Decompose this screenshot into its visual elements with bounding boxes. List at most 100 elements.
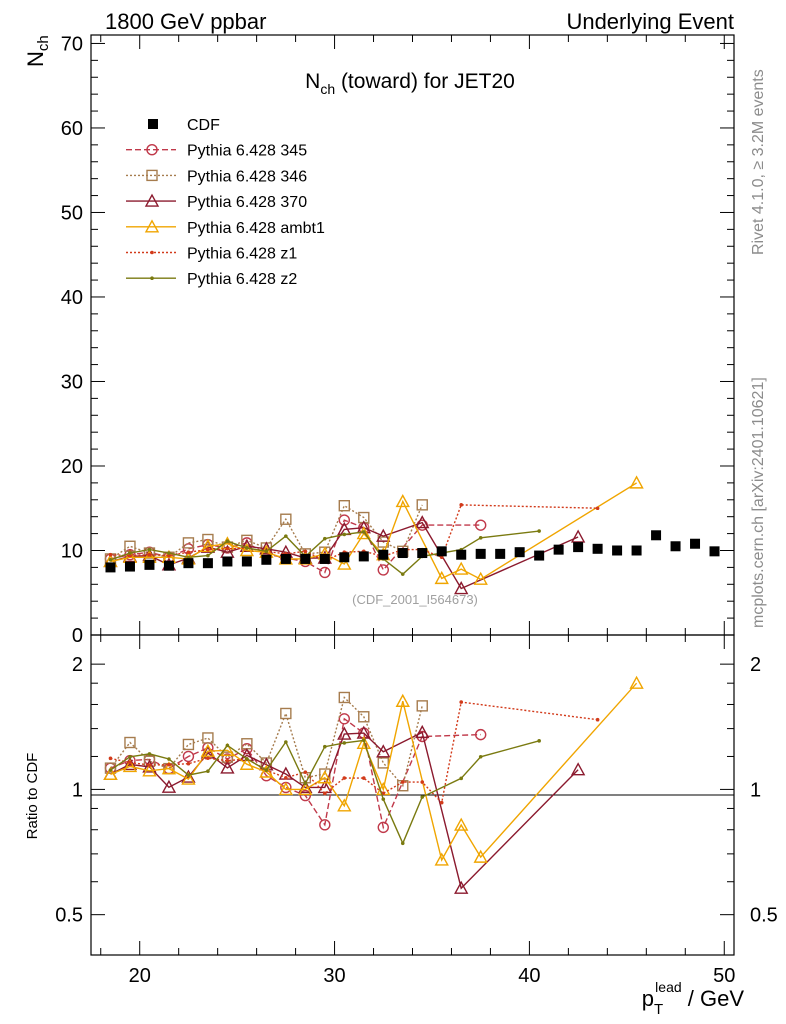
cdf-point	[690, 538, 701, 549]
series-point	[595, 506, 600, 511]
ratio-point	[220, 760, 235, 774]
ratio-y-tick-label: 0.5	[55, 905, 83, 927]
series-point	[338, 514, 351, 526]
legend: CDF Pythia 6.428 345 Pythia 6.428 346 Pythi…	[126, 117, 325, 288]
ratio-point	[202, 732, 214, 744]
series-point	[303, 549, 308, 554]
ratio-point	[206, 769, 210, 774]
cdf-point	[553, 544, 564, 555]
ratio-point	[381, 791, 386, 796]
ratio-point	[338, 691, 351, 704]
ratio-point	[400, 780, 405, 784]
ratio-point	[342, 776, 347, 780]
ratio-point	[167, 757, 171, 761]
ratio-point	[299, 789, 312, 802]
ratio-line-3	[110, 682, 638, 862]
y-tick-label: 30	[61, 371, 83, 393]
cdf-point	[144, 559, 155, 570]
cdf-point	[163, 560, 174, 571]
ratio-point	[284, 740, 288, 744]
series-point	[570, 529, 586, 543]
ratio-point	[400, 841, 405, 846]
ratio-point	[377, 757, 389, 769]
ratio-point	[108, 768, 113, 772]
ratio-point	[434, 852, 449, 866]
series-line-5	[110, 530, 540, 576]
y-tick-label: 20	[61, 456, 83, 478]
series-point	[473, 571, 488, 585]
ratio-point	[377, 821, 389, 834]
legend-label: Pythia 6.428 z2	[187, 271, 297, 288]
legend-marker	[146, 169, 158, 182]
legend-marker	[148, 119, 158, 129]
cdf-point	[495, 548, 506, 559]
ratio-y-tick-label: 1	[72, 779, 83, 801]
header-right: Underlying Event	[566, 9, 734, 34]
ratio-point	[317, 770, 332, 784]
ratio-point	[303, 770, 308, 774]
cdf-point	[319, 553, 330, 564]
legend-marker	[146, 143, 158, 156]
ratio-axis-ticks: 0.5 0.5 1 1 2 2 20 30 40 50	[55, 635, 778, 987]
legend-marker	[150, 250, 154, 255]
series-point	[264, 549, 269, 554]
ratio-point	[416, 700, 428, 712]
cdf-point	[105, 562, 116, 573]
series-point	[225, 539, 230, 543]
series-point	[416, 499, 428, 511]
chart-title: Nch (toward) for JET20	[305, 70, 515, 97]
ratio-point	[186, 773, 191, 777]
ratio-point	[420, 780, 425, 784]
ratio-y-tick-label-right: 1	[750, 779, 761, 801]
legend-label: Pythia 6.428 ambt1	[187, 220, 325, 237]
ratio-point	[206, 756, 210, 761]
ratio-point	[128, 755, 132, 759]
y-tick-label: 60	[61, 118, 83, 140]
series-point	[206, 547, 210, 552]
ratio-point	[124, 736, 136, 749]
series-point	[454, 581, 469, 595]
ratio-point	[474, 728, 487, 741]
ratio-point	[376, 744, 391, 758]
series-point	[377, 564, 389, 576]
cdf-point	[417, 548, 428, 559]
ratio-point	[104, 762, 117, 774]
ratio-point	[225, 743, 230, 748]
legend-marker	[144, 193, 160, 207]
series-point	[454, 561, 469, 575]
series-point	[342, 532, 347, 537]
ratio-point	[459, 700, 464, 704]
header-left: 1800 GeV ppbar	[105, 9, 266, 34]
ratio-point	[122, 758, 138, 773]
ratio-axis-label: Ratio to CDF	[24, 753, 41, 840]
series-point	[361, 530, 366, 534]
series-point	[239, 538, 255, 552]
series-point	[319, 566, 331, 579]
ratio-line-5	[110, 739, 540, 846]
cdf-point	[475, 548, 486, 559]
cdf-point	[436, 546, 447, 557]
cdf-point	[456, 549, 467, 560]
series-point	[186, 555, 191, 560]
cdf-point	[378, 549, 389, 560]
ratio-point	[415, 724, 430, 739]
ratio-point	[337, 726, 352, 740]
cdf-point	[300, 553, 311, 564]
y-tick-label: 50	[61, 202, 83, 224]
series-point	[356, 526, 371, 540]
series-point	[182, 537, 195, 549]
legend-marker	[150, 276, 154, 281]
series-point	[459, 503, 464, 507]
series-point	[337, 556, 352, 570]
ratio-point	[200, 743, 216, 757]
cdf-point	[397, 548, 408, 559]
ratio-point	[239, 756, 255, 770]
series-point	[225, 547, 230, 551]
y-tick-label: 40	[61, 287, 83, 309]
ratio-point	[337, 798, 352, 812]
cdf-point	[124, 561, 135, 572]
ratio-point	[147, 763, 152, 767]
y-tick-label: 10	[61, 540, 83, 562]
ratio-point	[303, 781, 308, 786]
series-point	[434, 570, 449, 585]
